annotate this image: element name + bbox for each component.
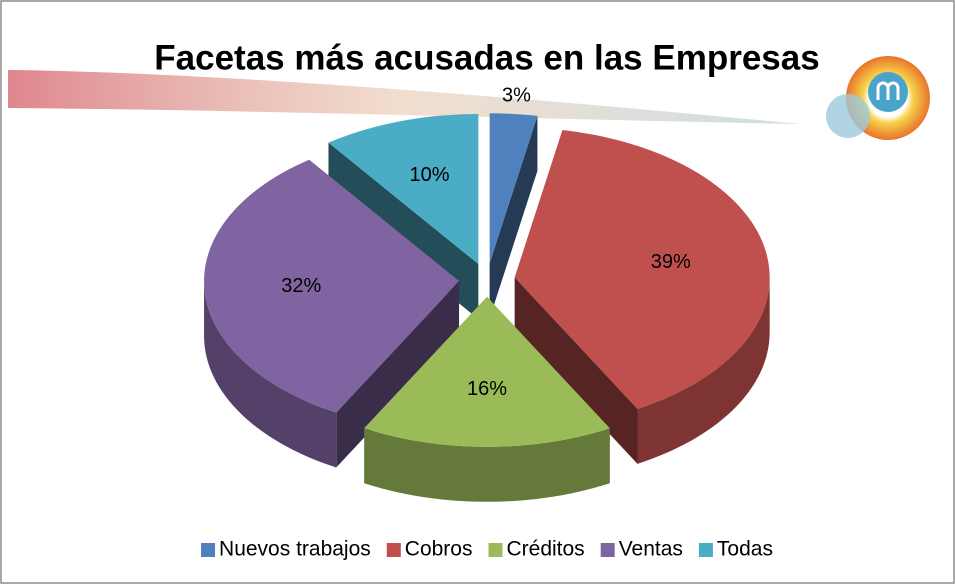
legend-swatch [601,543,615,557]
data-label: 16% [467,378,507,400]
legend-label: Ventas [619,538,683,561]
legend-swatch [201,543,215,557]
data-label: 32% [281,275,321,297]
chart-title: Facetas más acusadas en las Empresas [154,38,819,77]
legend-swatch [488,543,502,557]
legend-label: Nuevos trabajos [219,538,371,561]
data-label: 39% [651,251,691,273]
legend-label: Todas [717,538,773,561]
data-label: 3% [502,84,531,106]
chart: Facetas más acusadas en las Empresas 3% 3… [0,0,955,584]
legend-label: Créditos [506,538,584,561]
legend-swatch [387,543,401,557]
data-label: 10% [409,164,449,186]
legend-swatch [699,543,713,557]
legend-label: Cobros [405,538,473,561]
logo-bubble [826,94,870,138]
